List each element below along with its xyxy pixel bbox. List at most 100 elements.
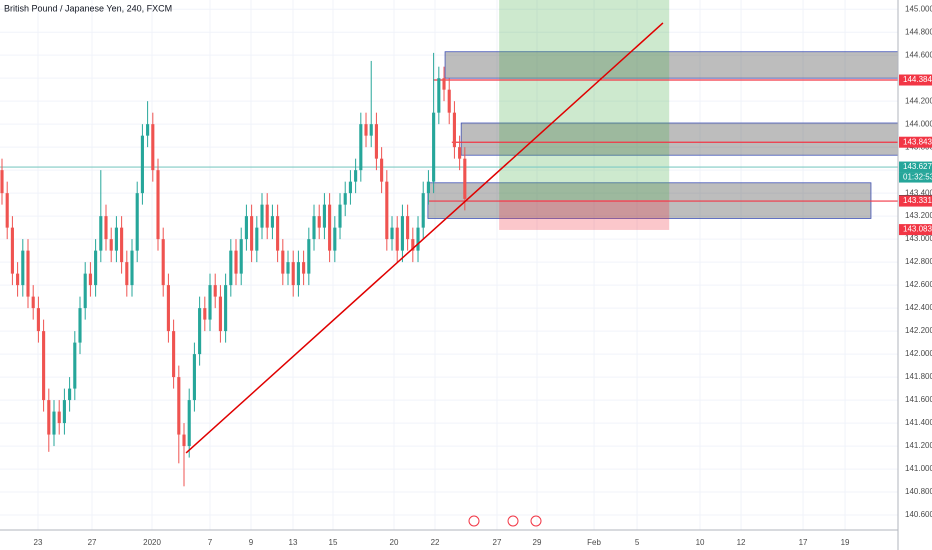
candle-body: [239, 239, 243, 274]
x-tick-label: 17: [799, 538, 808, 547]
candle-body: [374, 124, 378, 159]
candle-body: [151, 124, 155, 171]
candle-body: [400, 216, 404, 251]
event-icons: [468, 515, 542, 527]
candle-body: [57, 411, 61, 424]
y-tick-label: 140.800: [905, 487, 932, 496]
x-tick-label: 12: [737, 538, 746, 547]
candle-body: [442, 78, 446, 90]
candle-body: [296, 262, 300, 286]
event-icon: [468, 515, 480, 527]
event-icon: [530, 515, 542, 527]
candle-body: [208, 285, 212, 320]
candle-body: [390, 227, 394, 240]
candle-body: [270, 216, 274, 228]
candle-body: [385, 181, 389, 240]
y-tick-label: 141.400: [905, 418, 932, 427]
y-tick-label: 145.000: [905, 4, 932, 13]
candle-body: [260, 204, 264, 228]
candle-body: [140, 135, 144, 194]
x-tick-label: 29: [533, 538, 542, 547]
candle-body: [99, 216, 103, 251]
candle-body: [182, 434, 186, 447]
candle-body: [156, 170, 160, 240]
candle-body: [291, 262, 295, 286]
candle-body: [432, 112, 436, 182]
price-tag-label: 144.384: [903, 75, 932, 84]
x-tick-label: 20: [390, 538, 399, 547]
candle-body: [130, 250, 134, 286]
candle-body: [234, 250, 238, 274]
candle-body: [135, 193, 139, 251]
candle-body: [109, 239, 113, 251]
price-tag: [899, 195, 932, 207]
loss-zone: [499, 200, 670, 230]
candle-body: [458, 147, 462, 159]
candle-body: [265, 204, 269, 228]
y-tick-label: 144.600: [905, 50, 932, 59]
candle-body: [166, 285, 170, 332]
candle-body: [0, 170, 4, 194]
candle-body: [244, 216, 248, 240]
candle-body: [62, 400, 66, 424]
y-tick-label: 141.000: [905, 464, 932, 473]
candle-body: [255, 227, 259, 251]
candle-body: [369, 124, 373, 136]
price-tag-label: 143.627: [903, 162, 932, 171]
candle-body: [161, 239, 165, 286]
price-tag-label: 143.083: [903, 225, 932, 234]
x-tick-label: 7: [208, 538, 213, 547]
candle-body: [114, 227, 118, 251]
candle-body: [16, 273, 20, 286]
trend-line: [185, 22, 664, 454]
profit-zone: [499, 0, 670, 201]
candle-body: [213, 285, 217, 297]
price-tag-label: 143.843: [903, 137, 932, 146]
candle-body: [364, 124, 368, 136]
y-tick-label: 142.400: [905, 303, 932, 312]
x-tick-label: 5: [635, 538, 640, 547]
candle-body: [447, 89, 451, 113]
candle-body: [68, 388, 72, 401]
candle-body: [198, 308, 202, 355]
candle-body: [218, 296, 222, 332]
candle-body: [203, 308, 207, 320]
y-tick-label: 143.000: [905, 234, 932, 243]
candle-body: [452, 112, 456, 148]
candle-body: [125, 262, 129, 286]
candle-body: [250, 216, 254, 251]
price-tag: [899, 74, 932, 86]
candle-body: [354, 170, 358, 182]
price-tag: [899, 161, 932, 173]
candle-body: [5, 193, 9, 228]
y-tick-label: 141.600: [905, 395, 932, 404]
candle-body: [421, 193, 425, 228]
candle-body: [88, 273, 92, 286]
candle-body: [73, 342, 77, 389]
y-tick-label: 144.800: [905, 27, 932, 36]
x-tick-label: 2020: [143, 538, 161, 547]
candle-body: [47, 400, 51, 435]
candle-body: [26, 250, 30, 297]
candle-body: [146, 124, 150, 136]
y-tick-label: 142.000: [905, 349, 932, 358]
y-tick-label: 141.800: [905, 372, 932, 381]
candle-body: [317, 216, 321, 228]
x-tick-label: 22: [431, 538, 440, 547]
candle-body: [380, 158, 384, 182]
candle-body: [312, 216, 316, 240]
candle-body: [187, 400, 191, 447]
candle-body: [411, 239, 415, 251]
candle-body: [426, 181, 430, 194]
candle-body: [406, 216, 410, 240]
candle-body: [120, 227, 124, 263]
countdown-bg: [899, 172, 932, 183]
zone: [444, 51, 899, 79]
candle-body: [302, 262, 306, 274]
price-tag-label: 143.331: [903, 196, 932, 205]
x-tick-label: 13: [289, 538, 298, 547]
candle-body: [463, 158, 467, 199]
candle-body: [416, 227, 420, 251]
candle-body: [42, 331, 46, 401]
